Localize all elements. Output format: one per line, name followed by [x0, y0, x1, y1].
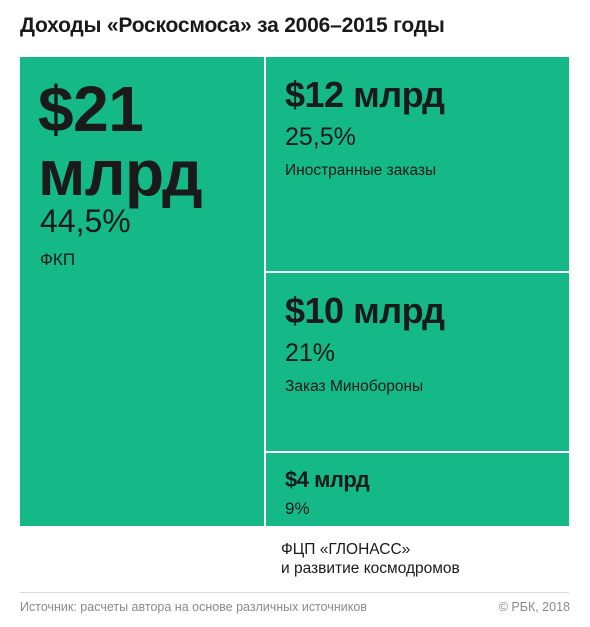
tile-amount-label: $12 млрд — [285, 74, 445, 115]
tile-amount-label: $10 млрд — [285, 290, 445, 331]
source-note: Источник: расчеты автора на основе разли… — [20, 600, 367, 614]
treemap-tile-glonass: $4 млрд 9% — [266, 453, 569, 526]
tile-percent-label: 44,5% — [40, 203, 131, 239]
treemap-tile-foreign-orders: $12 млрд 25,5% Иностранные заказы — [266, 57, 569, 271]
tile-percent-label: 21% — [285, 339, 336, 367]
glonass-label-line: и развитие космодромов — [281, 560, 460, 577]
tile-amount-label: $4 млрд — [285, 467, 370, 492]
tile-percent-label: 9% — [285, 499, 310, 518]
treemap-tile-defense-ministry: $10 млрд 21% Заказ Минобороны — [266, 273, 569, 451]
glonass-category-label: ФЦП «ГЛОНАСС» и развитие космодромов — [281, 540, 561, 578]
chart-title: Доходы «Роскосмоса» за 2006–2015 годы — [20, 14, 445, 37]
treemap-tile-fkp: $21 млрд 44,5% ФКП — [20, 57, 264, 526]
tile-category-label: Заказ Минобороны — [285, 378, 424, 395]
glonass-label-line: ФЦП «ГЛОНАСС» — [281, 541, 411, 558]
copyright-note: © РБК, 2018 — [498, 600, 570, 614]
footer-divider — [20, 592, 569, 593]
tile-category-label: Иностранные заказы — [285, 162, 437, 179]
tile-percent-label: 25,5% — [285, 123, 356, 151]
tile-amount-label: $21 млрд — [38, 73, 203, 209]
tile-category-label: ФКП — [40, 250, 76, 269]
